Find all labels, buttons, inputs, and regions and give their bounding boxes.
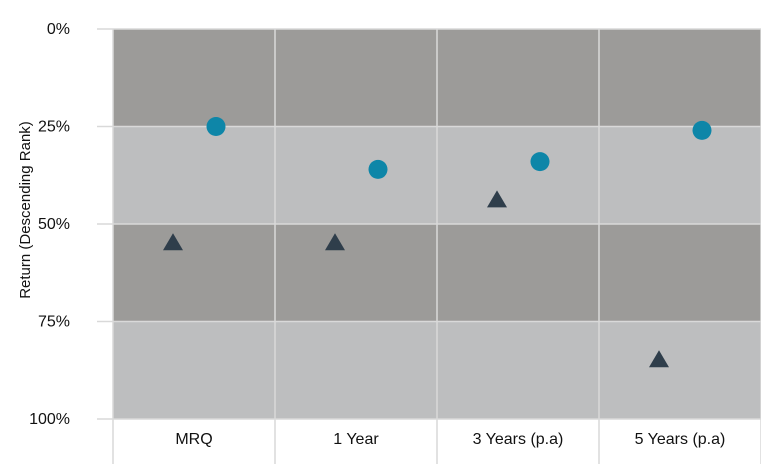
circle-point	[692, 120, 712, 140]
triangle-point	[325, 233, 345, 251]
circle-point	[530, 152, 550, 172]
y-tick-label: 100%	[29, 411, 70, 428]
x-tick-label: MRQ	[175, 431, 212, 448]
y-tick-label: 0%	[47, 21, 70, 38]
y-axis-ticks: 0% 25% 50% 75% 100%	[29, 21, 70, 428]
y-axis-title: Return (Descending Rank)	[17, 121, 34, 299]
x-axis-ticks: MRQ 1 Year 3 Years (p.a) 5 Years (p.a)	[175, 431, 725, 448]
data-points	[163, 117, 712, 368]
y-tick-label: 50%	[38, 216, 70, 233]
x-tick-label: 5 Years (p.a)	[635, 431, 726, 448]
y-tick-label: 25%	[38, 119, 70, 136]
x-tick-label: 3 Years (p.a)	[473, 431, 564, 448]
circle-point	[368, 159, 388, 179]
x-tick-label: 1 Year	[333, 431, 379, 448]
triangle-point	[487, 190, 507, 208]
triangle-point	[163, 233, 183, 251]
circle-point	[206, 117, 226, 136]
triangle-point	[649, 350, 669, 368]
y-tick-label: 75%	[38, 314, 70, 331]
